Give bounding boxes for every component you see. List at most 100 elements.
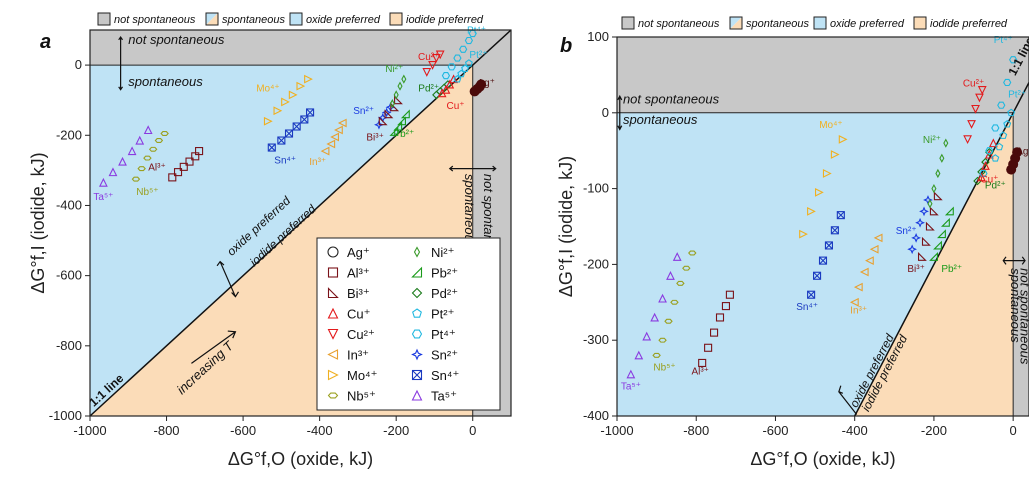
y-tick-label: -600 xyxy=(56,268,82,283)
data-point xyxy=(658,293,667,303)
data-point xyxy=(943,138,949,148)
series-ta5 xyxy=(626,252,682,379)
series-label-cu: Cu⁺ xyxy=(446,101,464,112)
x-tick-label: -600 xyxy=(762,423,788,438)
data-point xyxy=(836,211,845,220)
annotation-not-spontaneous-top: not spontaneous xyxy=(128,32,225,47)
data-point-shape xyxy=(435,50,445,60)
series-label-pt2: Pt²⁺ xyxy=(469,50,487,61)
data-point xyxy=(919,206,929,217)
data-point xyxy=(984,149,994,159)
data-point xyxy=(273,106,283,116)
data-point-shape xyxy=(818,256,828,265)
series-mo4 xyxy=(263,74,313,126)
annotation-not-spontaneous-side: not spontaneous xyxy=(1017,268,1029,365)
data-point xyxy=(330,132,339,142)
series-pt2 xyxy=(453,59,473,83)
legend-swatch-oxide_preferred xyxy=(289,12,303,26)
data-point-shape xyxy=(330,132,339,142)
data-point xyxy=(666,271,675,280)
data-point xyxy=(390,102,400,112)
data-point xyxy=(799,229,808,239)
data-point-shape xyxy=(869,244,879,254)
data-point-shape xyxy=(267,143,276,152)
data-point xyxy=(168,173,177,182)
series-ag xyxy=(1006,147,1023,175)
data-point-shape xyxy=(281,97,290,107)
data-point xyxy=(296,81,306,91)
data-point xyxy=(1009,56,1018,64)
data-point xyxy=(672,252,682,261)
data-point-shape xyxy=(461,64,470,72)
x-tick-label: -1000 xyxy=(73,423,106,438)
series-cu xyxy=(437,74,458,98)
data-point xyxy=(991,154,1000,162)
data-point xyxy=(849,297,859,307)
data-point-shape xyxy=(394,95,403,105)
legend-swatch-oxide_preferred xyxy=(813,16,827,30)
data-point xyxy=(457,69,466,78)
data-point xyxy=(447,63,456,71)
series-pt2 xyxy=(991,108,1016,162)
data-point-shape xyxy=(929,206,939,216)
x-tick-label: -1000 xyxy=(600,423,633,438)
legend-label-spontaneous: spontaneous xyxy=(746,18,809,30)
data-point xyxy=(173,168,183,177)
data-point xyxy=(664,318,673,324)
data-point xyxy=(127,146,137,156)
legend-marker-ni2 xyxy=(413,246,421,258)
data-point xyxy=(807,290,816,299)
data-point xyxy=(807,206,816,216)
data-point xyxy=(997,101,1006,109)
not-spontaneous-region-right xyxy=(1013,37,1029,416)
legend-label-pd2: Pd²⁺ xyxy=(431,286,458,301)
data-point xyxy=(195,147,204,156)
data-point xyxy=(179,162,188,171)
data-point-shape xyxy=(296,81,306,91)
series-label-pt4: Pt⁴⁺ xyxy=(467,26,486,37)
series-mo4 xyxy=(799,134,848,239)
data-point xyxy=(907,244,918,255)
data-point-shape xyxy=(919,206,929,217)
data-point-shape xyxy=(911,232,921,243)
series-label-nb5: Nb⁵⁺ xyxy=(653,363,675,374)
data-point xyxy=(300,115,309,124)
x-tick-label: 0 xyxy=(1010,423,1017,438)
data-point xyxy=(921,236,931,246)
annotation-not-spontaneous-top: not spontaneous xyxy=(623,92,720,107)
data-point xyxy=(991,124,1000,132)
legend-label-mo4: Mo⁴⁺ xyxy=(347,368,378,383)
y-tick-label: 100 xyxy=(587,29,609,44)
data-point xyxy=(721,302,730,311)
data-point xyxy=(813,271,822,280)
legend-label-sn2: Sn²⁺ xyxy=(431,348,458,363)
legend-marker-pt4-shape xyxy=(411,329,423,339)
data-point xyxy=(830,150,840,159)
data-point-shape xyxy=(940,217,950,227)
data-point xyxy=(915,217,925,228)
data-point-shape xyxy=(422,68,432,77)
data-point-shape xyxy=(304,74,313,84)
data-point xyxy=(400,109,410,119)
arrow-right-horizontal xyxy=(1002,256,1026,265)
data-point xyxy=(931,183,937,194)
data-point-shape xyxy=(168,173,177,182)
data-point xyxy=(453,74,462,83)
data-point xyxy=(401,74,407,84)
data-point-shape xyxy=(813,271,822,280)
data-point-shape xyxy=(849,297,859,307)
data-point-shape xyxy=(977,172,986,182)
data-point-shape xyxy=(995,142,1004,151)
data-point xyxy=(1003,119,1012,128)
data-point-cross xyxy=(807,290,816,299)
legend-marker-pb2 xyxy=(411,266,423,278)
data-point xyxy=(326,139,336,149)
data-point-shape xyxy=(449,74,458,84)
data-point-shape xyxy=(160,131,169,136)
legend-marker-sn4-cross xyxy=(412,370,422,380)
data-point xyxy=(397,81,403,91)
legend-marker-sn2 xyxy=(411,348,423,361)
legend-label-pt4: Pt⁴⁺ xyxy=(431,327,456,342)
data-point-shape xyxy=(929,251,938,261)
series-in3 xyxy=(849,233,883,307)
